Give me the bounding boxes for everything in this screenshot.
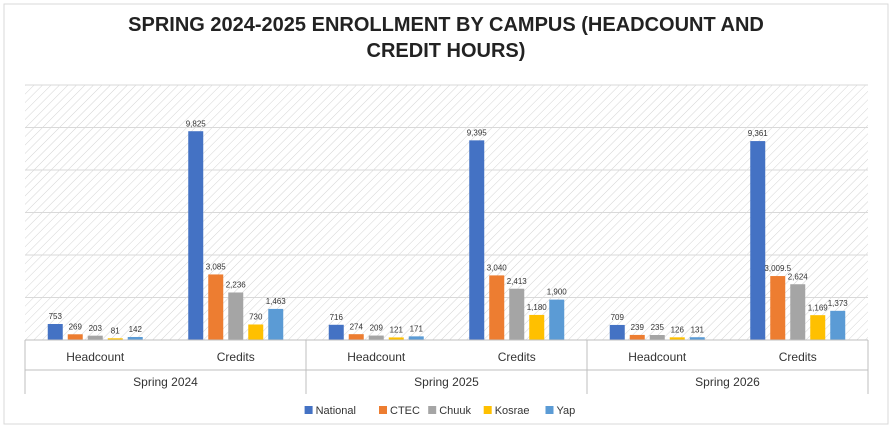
bar — [770, 276, 786, 340]
bar — [348, 334, 364, 340]
bar — [529, 314, 545, 340]
legend-swatch — [483, 406, 492, 414]
legend-swatch — [379, 406, 387, 414]
value-label: 3,085 — [206, 263, 227, 272]
legend-swatch — [428, 406, 437, 414]
group-label: Spring 2026 — [695, 375, 760, 389]
value-label: 142 — [129, 325, 143, 334]
value-label: 131 — [691, 325, 705, 334]
legend-swatch — [545, 406, 554, 414]
value-label: 121 — [390, 326, 404, 335]
bar — [188, 131, 204, 340]
value-label: 239 — [631, 323, 645, 332]
bar — [629, 334, 645, 340]
value-label: 235 — [651, 323, 665, 332]
chart-title: SPRING 2024-2025 ENROLLMENT BY CAMPUS (H… — [128, 14, 764, 62]
value-label: 9,395 — [467, 128, 488, 137]
value-label: 753 — [49, 312, 63, 321]
value-label: 3,009.5 — [764, 264, 791, 273]
value-label: 2,413 — [507, 277, 528, 286]
value-label: 9,825 — [186, 119, 207, 128]
legend-label: Yap — [557, 405, 576, 417]
value-label: 730 — [249, 313, 263, 322]
x-tick-label: Credits — [498, 350, 536, 364]
x-tick-label: Credits — [779, 350, 817, 364]
value-label: 274 — [350, 322, 364, 331]
group-label: Spring 2024 — [133, 375, 198, 389]
x-tick-label: Headcount — [628, 350, 687, 364]
bar — [609, 324, 625, 340]
value-label: 269 — [69, 322, 83, 331]
bar — [489, 275, 505, 340]
bar — [328, 324, 344, 340]
value-label: 1,900 — [547, 288, 568, 297]
bar — [750, 141, 766, 340]
value-label: 1,463 — [266, 297, 287, 306]
bar — [549, 299, 565, 340]
value-label: 1,169 — [808, 303, 829, 312]
bar — [127, 336, 143, 340]
value-label: 1,373 — [828, 299, 849, 308]
value-label: 209 — [370, 324, 384, 333]
value-label: 716 — [330, 313, 344, 322]
value-label: 1,180 — [527, 303, 548, 312]
bar — [67, 334, 83, 340]
bar — [268, 308, 284, 340]
value-label: 81 — [111, 326, 120, 335]
value-label: 126 — [671, 325, 685, 334]
legend-label: National — [316, 405, 356, 417]
value-label: 203 — [89, 324, 103, 333]
group-label: Spring 2025 — [414, 375, 479, 389]
legend-label: CTEC — [390, 405, 420, 417]
bar — [208, 274, 224, 340]
value-label: 709 — [611, 313, 625, 322]
x-tick-label: Credits — [217, 350, 255, 364]
legend-label: Kosrae — [495, 405, 530, 417]
bar — [689, 337, 705, 340]
value-label: 9,361 — [748, 129, 769, 138]
value-label: 3,040 — [487, 264, 508, 273]
bar — [248, 324, 264, 340]
bar — [509, 288, 525, 340]
value-label: 171 — [410, 324, 424, 333]
x-tick-label: Headcount — [347, 350, 406, 364]
bar — [87, 335, 103, 340]
bar — [368, 335, 384, 340]
bar — [830, 310, 846, 340]
x-tick-label: Headcount — [66, 350, 125, 364]
bar — [469, 140, 485, 340]
legend-label: Chuuk — [439, 405, 471, 417]
bar — [228, 292, 244, 340]
bar — [649, 335, 665, 340]
bar — [810, 315, 826, 340]
legend-swatch — [304, 406, 313, 414]
value-label: 2,624 — [788, 272, 809, 281]
bar — [388, 337, 404, 340]
bar — [408, 336, 424, 340]
bar — [669, 337, 685, 340]
bar — [107, 338, 123, 340]
bar — [47, 323, 63, 340]
value-label: 2,236 — [226, 281, 247, 290]
bar — [790, 284, 806, 340]
